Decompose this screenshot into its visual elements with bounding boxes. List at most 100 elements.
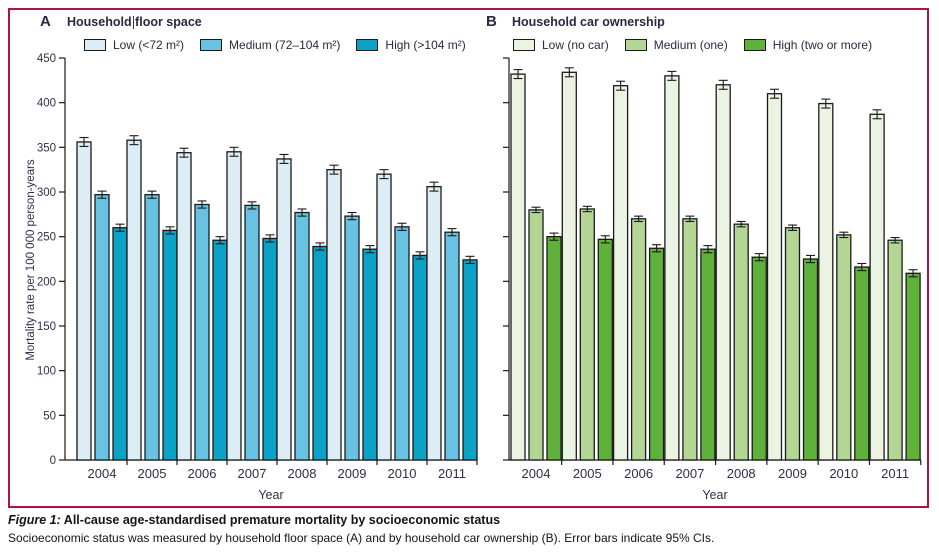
bar-B-2009-s1 [784, 227, 801, 461]
bar-A-2004-s0 [76, 141, 92, 461]
axis-label: 2005 [573, 466, 602, 481]
legend-label: High (>104 m²) [385, 38, 466, 52]
axis-label: 2009 [778, 466, 807, 481]
legend-swatch [356, 39, 379, 51]
bar-A-2008-s2 [312, 245, 328, 461]
legend-item: High (>104 m²) [356, 38, 466, 52]
axis-label: 2007 [675, 466, 704, 481]
axis-label: 200 [37, 276, 56, 288]
panel-B: 2004 2005 2006 2007 2008 2009 2010 2011 [503, 57, 922, 481]
axis-label: 2010 [388, 466, 417, 481]
bar-A-2005-s0 [126, 139, 142, 461]
bar-A-2004-s2 [112, 227, 128, 461]
legend-label: High (two or more) [772, 38, 873, 52]
panel-b-letter: B [486, 13, 497, 30]
bar-A-2006-s2 [212, 239, 228, 461]
figure-caption-body: Socioeconomic status was measured by hou… [8, 531, 715, 545]
axis-label: 2008 [288, 466, 317, 481]
legend-swatch [84, 39, 106, 51]
bar-A-2009-s2 [362, 248, 378, 461]
legend-item: High (two or more) [743, 38, 873, 52]
bar-B-2005-s1 [579, 208, 595, 461]
bar-B-2004-s1 [528, 209, 544, 461]
bar-B-2010-s2 [854, 266, 870, 461]
legend-panel-b: Low (no car) Medium (one) High (two or mor… [513, 38, 872, 52]
bar-B-2006-s0 [612, 85, 629, 461]
axis-label: 250 [37, 232, 56, 244]
bar-B-2011-s2 [905, 272, 921, 461]
bar-B-2006-s2 [648, 247, 665, 461]
legend-swatch [513, 39, 535, 51]
bar-B-2007-s0 [664, 75, 680, 461]
bar-B-2005-s0 [561, 71, 577, 461]
bar-A-2005-s2 [162, 229, 178, 461]
legend-swatch [743, 39, 766, 51]
axis-label: 450 [37, 53, 56, 65]
legend-label: Low (no car) [542, 38, 609, 52]
axis-label: 2011 [438, 466, 466, 481]
axis-label: 150 [37, 321, 56, 333]
bar-B-2010-s1 [836, 234, 852, 461]
bar-B-2004-s2 [546, 236, 562, 461]
bar-A-2010-s1 [394, 226, 410, 461]
panel-b-title: Household car ownership [512, 15, 665, 29]
legend-item: Medium (one) [624, 38, 728, 52]
bar-B-2009-s0 [766, 93, 783, 461]
bar-A-2004-s1 [94, 194, 110, 461]
bar-B-2005-s2 [597, 238, 613, 461]
axis-label: 300 [37, 187, 56, 199]
bar-B-2009-s2 [802, 258, 819, 461]
legend-swatch [200, 39, 223, 51]
axis-label: 400 [37, 98, 56, 110]
bar-B-2010-s0 [818, 102, 834, 461]
bar-A-2005-s1 [144, 194, 160, 461]
axis-label: 50 [43, 410, 56, 422]
axis-label: 2004 [522, 466, 551, 481]
legend-item: Low (no car) [513, 38, 609, 52]
panel-A: 0 50 100 150 200 250 300 350 400 450 2004 2005 2006 2… [37, 53, 478, 481]
bar-A-2010-s0 [376, 173, 392, 461]
figure-caption-label: Figure 1: [8, 513, 61, 527]
panel-a-letter: A [40, 13, 51, 30]
axis-label: 2006 [188, 466, 217, 481]
axis-label: 0 [50, 455, 56, 467]
axis-label: 2011 [881, 466, 909, 481]
bar-A-2007-s1 [244, 204, 260, 461]
bar-B-2006-s1 [630, 218, 647, 461]
text-cursor-artifact [133, 16, 134, 29]
bar-A-2006-s1 [194, 203, 210, 461]
bar-A-2008-s0 [276, 158, 292, 461]
legend-label: Low (<72 m²) [113, 38, 185, 52]
legend-item: Medium (72–104 m²) [200, 38, 340, 52]
y-axis-title: Mortality rate per 100 000 person-years [25, 159, 37, 361]
axis-label: 2004 [88, 466, 117, 481]
axis-label: 100 [37, 366, 56, 378]
axis-label: 2008 [727, 466, 756, 481]
x-axis-title-panel-a: Year [258, 488, 284, 502]
legend-swatch [624, 39, 647, 51]
bar-A-2011-s0 [426, 185, 442, 461]
bar-A-2007-s2 [262, 237, 278, 461]
axis-label: 2009 [338, 466, 367, 481]
bar-B-2004-s0 [510, 73, 526, 461]
legend-panel-a: Low (<72 m²) Medium (72–104 m²) High (>104… [84, 38, 466, 52]
bar-A-2011-s1 [444, 231, 460, 461]
bar-A-2008-s1 [294, 211, 310, 461]
bar-A-2010-s2 [412, 254, 428, 461]
legend-item: Low (<72 m²) [84, 38, 184, 52]
bar-B-2011-s1 [887, 239, 903, 461]
bar-B-2007-s1 [682, 218, 698, 461]
x-axis-title-panel-b: Year [702, 488, 728, 502]
axis-label: 350 [37, 142, 56, 154]
bar-B-2007-s2 [700, 248, 716, 461]
bar-A-2011-s2 [462, 259, 478, 461]
axis-label: 2010 [829, 466, 858, 481]
bar-B-2011-s0 [869, 113, 885, 461]
axis-label: 2006 [624, 466, 653, 481]
panel-a-title: Household floor space [67, 15, 202, 29]
bar-B-2008-s0 [715, 84, 731, 461]
bar-A-2007-s0 [226, 151, 242, 461]
bar-A-2009-s1 [344, 215, 360, 461]
legend-label: Medium (72–104 m²) [229, 38, 341, 52]
